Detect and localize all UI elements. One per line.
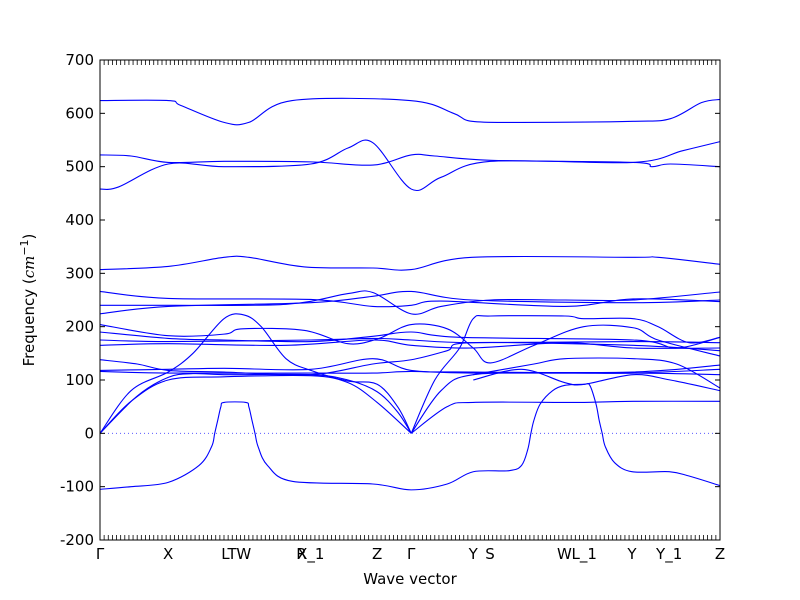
x-tick-label: LT bbox=[221, 545, 237, 563]
y-tick-label: 200 bbox=[65, 318, 94, 336]
branch-line-2 bbox=[99, 153, 721, 168]
branch-line-8 bbox=[99, 323, 721, 364]
branch-line-7 bbox=[99, 290, 721, 315]
branch-line-18 bbox=[410, 314, 721, 434]
x-tick-label: S bbox=[485, 545, 495, 563]
branch-line-3 bbox=[99, 139, 721, 191]
branch-line-11 bbox=[99, 339, 721, 349]
x-tick-label: Y bbox=[468, 545, 479, 563]
plot-frame bbox=[99, 59, 721, 541]
x-axis-ticks: Γ X LT W RX_1 Z Γ Y S W L_1 Y Y_1 Z bbox=[96, 60, 725, 564]
y-tick-label: 500 bbox=[65, 158, 94, 176]
dispersion-curves bbox=[99, 97, 721, 491]
branch-line-20 bbox=[410, 400, 721, 434]
y-tick-label: 700 bbox=[65, 51, 94, 69]
branch-line-16 bbox=[99, 372, 412, 434]
y-axis-ticks: -200 -100 0 100 200 300 400 500 600 700 bbox=[60, 51, 720, 549]
x-tick-label: W bbox=[557, 545, 572, 563]
branch-line-22 bbox=[473, 357, 721, 389]
x-tick-label: Z bbox=[715, 545, 725, 563]
branch-line-17 bbox=[99, 374, 412, 434]
branch-line-13 bbox=[99, 358, 721, 374]
x-axis-title: Wave vector bbox=[363, 570, 457, 588]
branch-line-15 bbox=[99, 313, 412, 434]
x-tick-label: Γ bbox=[96, 545, 105, 563]
x-tick-label: Z bbox=[372, 545, 382, 563]
y-tick-label: 600 bbox=[65, 104, 94, 122]
x-tick-label: R bbox=[296, 545, 306, 563]
y-tick-label: 300 bbox=[65, 264, 94, 282]
y-tick-label: -100 bbox=[60, 478, 94, 496]
branch-line-9 bbox=[99, 331, 721, 349]
branch-line-1 bbox=[99, 97, 721, 126]
x-tick-label: L_1 bbox=[572, 545, 597, 564]
x-tick-label: Y_1 bbox=[655, 545, 682, 564]
x-tick-label: X_1 bbox=[297, 545, 324, 564]
branch-line-23 bbox=[99, 382, 721, 491]
y-tick-label: -200 bbox=[60, 531, 94, 549]
branch-line-10 bbox=[99, 337, 721, 344]
branch-line-6 bbox=[99, 290, 721, 315]
branch-line-19 bbox=[410, 368, 721, 434]
x-tick-label: X bbox=[163, 545, 173, 563]
branch-line-4 bbox=[99, 255, 721, 271]
x-tick-label: Y bbox=[626, 545, 637, 563]
y-axis-title: Frequency (cm−1) bbox=[18, 234, 38, 367]
x-tick-label: Γ bbox=[407, 545, 416, 563]
y-tick-label: 400 bbox=[65, 211, 94, 229]
x-tick-label: W bbox=[236, 545, 251, 563]
y-tick-label: 100 bbox=[65, 371, 94, 389]
y-tick-label: 0 bbox=[84, 424, 94, 442]
